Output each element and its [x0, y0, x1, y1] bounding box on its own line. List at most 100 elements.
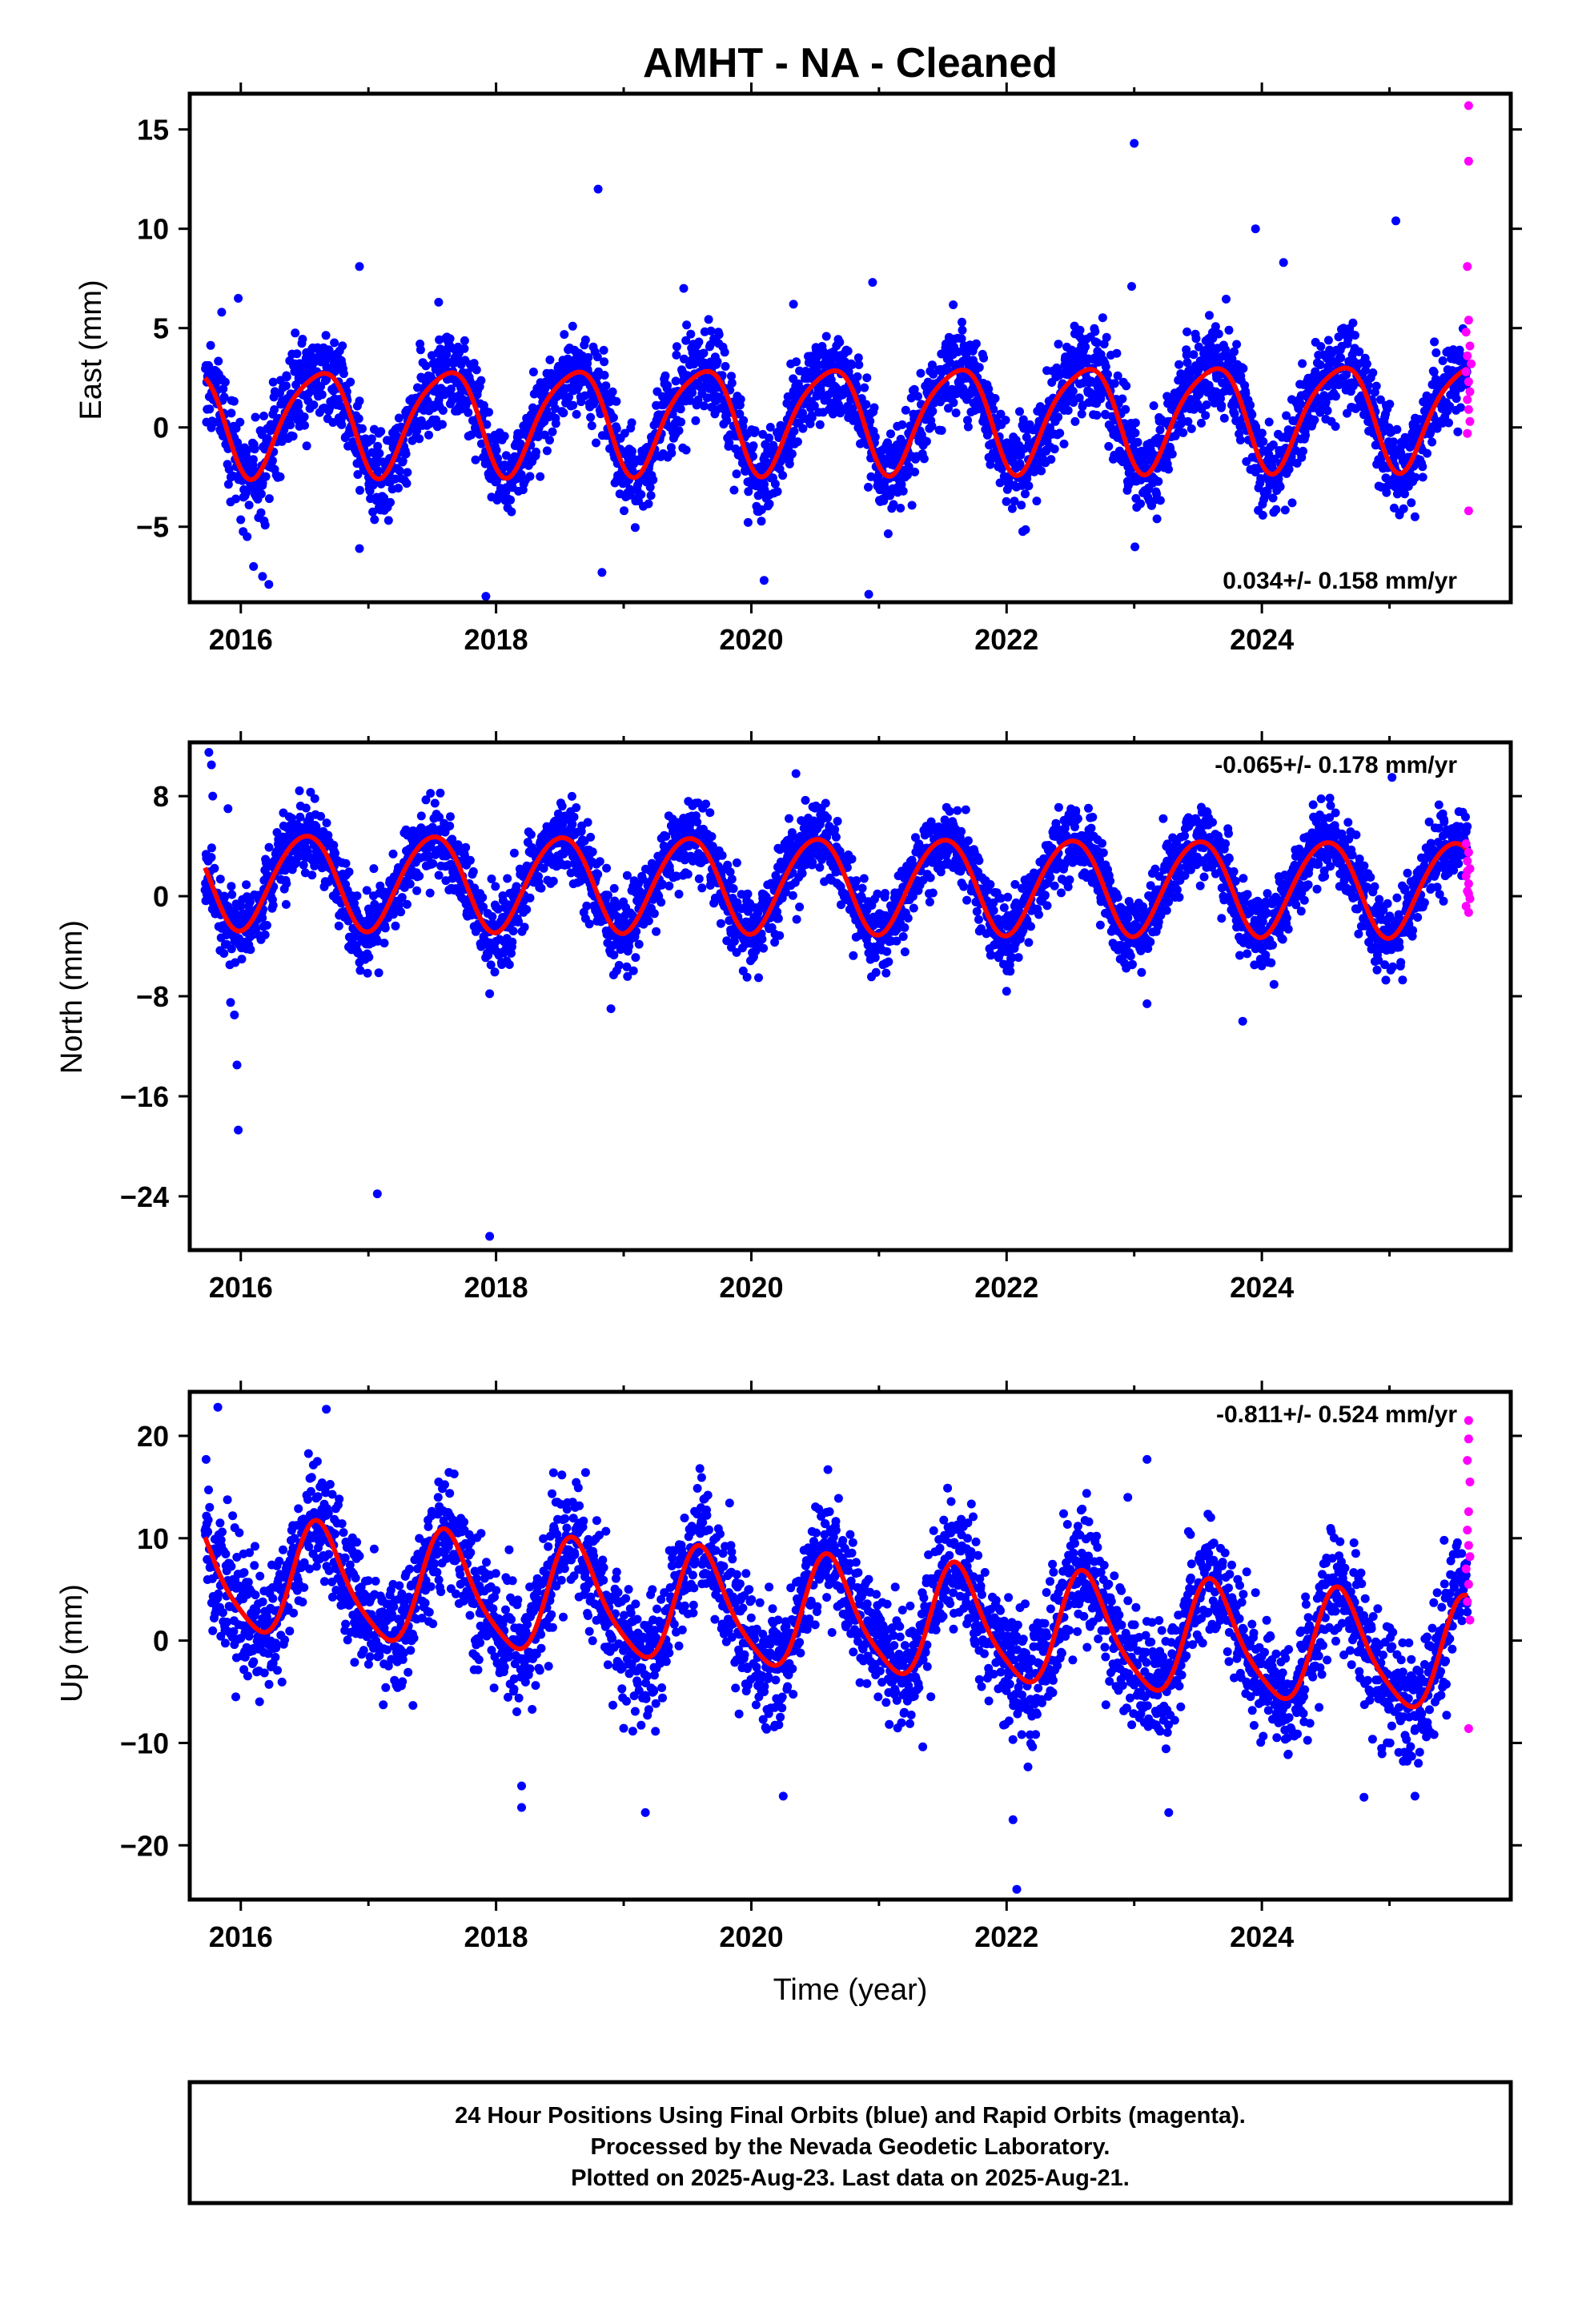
final-point [435, 335, 444, 344]
figure-title: AMHT - NA - Cleaned [643, 40, 1058, 86]
final-point [732, 858, 741, 867]
final-point [248, 455, 258, 464]
final-point [1130, 428, 1140, 438]
final-point [545, 355, 555, 364]
final-point [593, 870, 603, 879]
final-point [843, 346, 853, 356]
final-point [486, 960, 496, 970]
final-point [869, 403, 879, 412]
final-point [765, 433, 774, 443]
final-point [628, 447, 636, 456]
final-point [508, 927, 518, 936]
final-point [612, 396, 621, 406]
rapid-points-east [1461, 101, 1476, 516]
final-point [1385, 400, 1395, 409]
final-point [601, 381, 611, 391]
final-point [1024, 481, 1034, 491]
final-point [1258, 510, 1267, 520]
final-point [1054, 412, 1063, 422]
final-point [835, 337, 845, 347]
final-point [667, 448, 677, 458]
final-point [1112, 348, 1122, 358]
final-point [386, 497, 395, 507]
final-point [634, 939, 644, 949]
final-point [732, 947, 741, 957]
final-point [1323, 336, 1333, 345]
final-point [1211, 322, 1220, 332]
final-point [488, 912, 497, 921]
final-outlier-point [481, 592, 491, 601]
final-point [434, 395, 444, 404]
final-point [785, 459, 794, 468]
final-point [300, 420, 309, 430]
final-point [648, 475, 658, 485]
final-point [355, 485, 364, 495]
final-point [235, 417, 245, 427]
final-point [1455, 345, 1464, 355]
final-point [205, 404, 215, 414]
final-point [725, 438, 734, 448]
final-point [952, 389, 961, 399]
final-point [902, 470, 912, 480]
final-point [1133, 437, 1142, 447]
final-point [337, 420, 347, 429]
final-point [264, 494, 274, 504]
rapid-point [1465, 341, 1475, 351]
final-point [1284, 464, 1294, 474]
final-point [316, 811, 326, 821]
final-point [435, 812, 444, 822]
final-points-north [200, 748, 1472, 1241]
final-point [694, 337, 704, 347]
final-point [1021, 489, 1030, 499]
final-point [412, 426, 422, 436]
final-point [263, 434, 272, 444]
final-point [1118, 394, 1127, 404]
final-point [886, 429, 895, 439]
final-point [889, 500, 898, 509]
final-point [622, 870, 632, 880]
final-point [412, 886, 422, 895]
final-point [542, 446, 552, 456]
final-point [627, 418, 636, 428]
final-point [1182, 358, 1192, 368]
final-point [551, 404, 560, 413]
final-point [951, 408, 961, 418]
final-point [261, 472, 271, 481]
rapid-point [1465, 416, 1475, 426]
final-point [778, 471, 788, 480]
final-point [792, 357, 801, 367]
final-point [781, 887, 790, 897]
final-point [649, 909, 659, 919]
final-point [694, 874, 704, 883]
final-point [229, 396, 239, 406]
final-point [974, 363, 984, 372]
final-point [1147, 501, 1156, 510]
final-point [1445, 401, 1455, 411]
final-point [231, 958, 240, 967]
final-point [1186, 424, 1196, 433]
final-point [646, 491, 656, 501]
final-point [1331, 392, 1340, 401]
final-point [736, 395, 745, 404]
rapid-point [1464, 404, 1473, 414]
final-point [424, 430, 433, 440]
final-point [1149, 401, 1158, 411]
final-point [1411, 472, 1420, 482]
final-point [1077, 409, 1086, 419]
final-point [309, 358, 319, 368]
final-point [584, 352, 593, 362]
final-point [321, 331, 331, 340]
final-point [476, 376, 486, 385]
final-point [717, 850, 727, 860]
final-point [665, 881, 674, 891]
final-point [482, 420, 492, 429]
final-point [1063, 406, 1073, 415]
final-point [996, 409, 1006, 419]
final-point [569, 812, 579, 822]
final-point [491, 882, 500, 891]
final-point [1021, 525, 1030, 534]
final-point [434, 870, 444, 880]
y-tick-label: 15 [137, 114, 169, 147]
final-point [897, 420, 907, 429]
